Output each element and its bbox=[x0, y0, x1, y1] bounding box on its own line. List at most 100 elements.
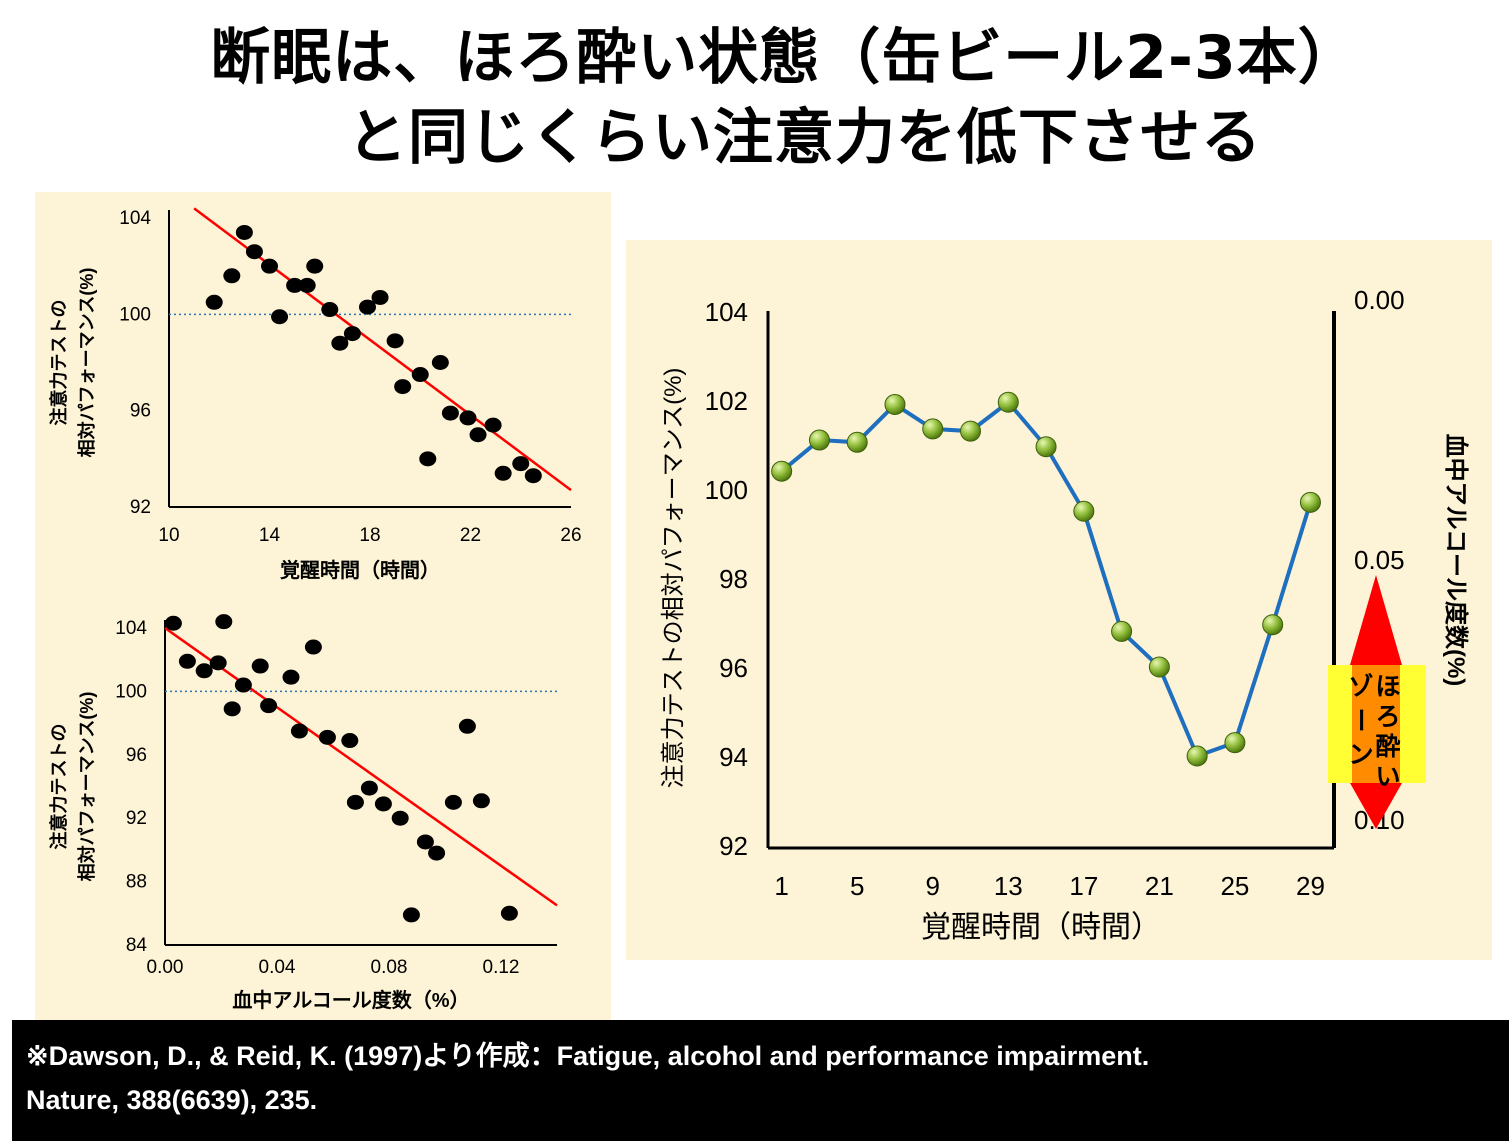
x-tick-label: 21 bbox=[1145, 871, 1174, 901]
y-tick-label: 96 bbox=[126, 745, 147, 766]
data-point bbox=[997, 391, 1019, 413]
x-tick-label: 26 bbox=[560, 525, 581, 546]
data-point bbox=[1035, 436, 1057, 458]
data-point bbox=[500, 905, 518, 921]
data-point bbox=[205, 294, 223, 310]
zone-label-char: ろ bbox=[1375, 703, 1400, 731]
data-point bbox=[360, 780, 378, 796]
data-point bbox=[260, 698, 278, 714]
y-tick-label: 104 bbox=[115, 618, 147, 639]
data-point bbox=[472, 793, 490, 809]
scatter-alcohol-svg: 84 88 92 96 100 104 0.00 0.04 0.08 0.12 血中アルコール度数（… bbox=[48, 614, 558, 1012]
y-tick-label: 96 bbox=[130, 401, 151, 422]
zone-label-char: 酔 bbox=[1375, 733, 1400, 761]
data-point bbox=[371, 289, 389, 305]
data-point bbox=[960, 420, 982, 442]
data-point bbox=[771, 460, 793, 482]
citation-footer: ※Dawson, D., & Reid, K. (1997)より作成：Fatig… bbox=[12, 1020, 1509, 1141]
y-axis-label: 相対パフォーマンス(%) bbox=[76, 692, 97, 882]
x-axis-label: 覚醒時間（時間） bbox=[280, 558, 440, 582]
data-point bbox=[391, 810, 409, 826]
x-tick-label: 1 bbox=[774, 871, 788, 901]
y-axis-label: 注意力テストの bbox=[48, 724, 69, 850]
data-point bbox=[178, 653, 196, 669]
data-point bbox=[444, 794, 462, 810]
y-tick-label: 104 bbox=[705, 297, 748, 327]
zone-label-char: ゾ bbox=[1348, 672, 1373, 701]
x-tick-label: 22 bbox=[460, 525, 481, 546]
scatter-chart-awake-hours: 92 96 100 104 10 14 18 22 26 覚醒時間（時間） 注意力テストの 相対パフォ… bbox=[35, 192, 611, 597]
x-tick-label: 29 bbox=[1296, 871, 1325, 901]
data-point bbox=[1262, 614, 1284, 636]
y-tick-label: 102 bbox=[705, 386, 748, 416]
data-point bbox=[234, 677, 252, 693]
data-point bbox=[428, 845, 446, 861]
tipsy-zone-core bbox=[1352, 665, 1400, 783]
scatter-chart-alcohol: 84 88 92 96 100 104 0.00 0.04 0.08 0.12 血中アルコール度数（… bbox=[35, 597, 611, 1022]
x-tick-label: 0.00 bbox=[147, 957, 184, 978]
arrow-down-icon bbox=[1350, 783, 1402, 829]
data-point bbox=[441, 405, 459, 421]
y-tick-label: 92 bbox=[719, 831, 748, 861]
data-point bbox=[318, 729, 336, 745]
data-point bbox=[374, 796, 392, 812]
y-tick-label: 92 bbox=[130, 497, 151, 518]
data-point bbox=[484, 417, 502, 433]
line-chart-performance: 9294969810010210415913172125290.000.050.… bbox=[626, 240, 1492, 960]
y-tick-label: 88 bbox=[126, 872, 147, 893]
data-point bbox=[346, 794, 364, 810]
data-point bbox=[419, 451, 437, 467]
data-point bbox=[341, 733, 359, 749]
y2-axis-label: 血中アルコール度数(%) bbox=[1442, 434, 1470, 687]
data-point bbox=[1111, 620, 1133, 642]
regression-line bbox=[164, 626, 558, 907]
data-point bbox=[261, 258, 278, 274]
data-point bbox=[209, 655, 227, 671]
data-point bbox=[306, 258, 324, 274]
zone-label-char: ー bbox=[1346, 707, 1374, 732]
y-tick-label: 104 bbox=[119, 208, 151, 229]
data-point bbox=[1073, 500, 1095, 522]
data-point bbox=[458, 718, 476, 734]
y-tick-label: 100 bbox=[115, 681, 147, 702]
x-tick-label: 0.12 bbox=[483, 957, 520, 978]
x-tick-label: 0.04 bbox=[259, 957, 296, 978]
data-point bbox=[304, 639, 322, 655]
data-point bbox=[411, 367, 429, 383]
y-tick-label: 100 bbox=[705, 475, 748, 505]
x-axis-label: 覚醒時間（時間） bbox=[921, 911, 1161, 944]
y-axis-label: 注意力テストの相対パフォーマンス(%) bbox=[660, 368, 687, 789]
y-tick-label: 84 bbox=[126, 935, 148, 956]
data-point bbox=[431, 355, 449, 370]
title-line-1: 断眠は、ほろ酔い状態（缶ビール2-3本） bbox=[210, 23, 1359, 93]
scatter-awake-svg: 92 96 100 104 10 14 18 22 26 覚醒時間（時間） 注意力テストの 相対パフォ… bbox=[48, 207, 582, 582]
arrow-up-icon bbox=[1350, 575, 1402, 665]
y-tick-label: 96 bbox=[719, 653, 748, 683]
x-axis-label: 血中アルコール度数（%） bbox=[232, 988, 469, 1012]
y-axis-label: 注意力テストの bbox=[48, 300, 69, 426]
data-point bbox=[1148, 656, 1170, 678]
y-tick-label: 94 bbox=[719, 742, 748, 772]
data-point bbox=[1299, 491, 1321, 513]
title-line-2: と同じくらい注意力を低下させる bbox=[347, 103, 1262, 173]
data-point bbox=[884, 393, 906, 415]
data-point bbox=[331, 335, 349, 351]
data-point bbox=[343, 326, 361, 342]
x-tick-label: 9 bbox=[926, 871, 940, 901]
zone-label-char: い bbox=[1375, 763, 1400, 791]
data-point bbox=[1224, 732, 1246, 754]
y-tick-label: 92 bbox=[126, 808, 147, 829]
data-point bbox=[394, 379, 412, 395]
x-tick-label: 0.08 bbox=[371, 957, 408, 978]
x-tick-label: 17 bbox=[1069, 871, 1098, 901]
y2-tick-label: 0.05 bbox=[1354, 545, 1405, 575]
data-point bbox=[245, 244, 263, 260]
data-point bbox=[215, 614, 233, 630]
data-point bbox=[402, 907, 420, 923]
data-point bbox=[922, 418, 944, 440]
x-tick-label: 13 bbox=[994, 871, 1023, 901]
citation-line-1: ※Dawson, D., & Reid, K. (1997)より作成：Fatig… bbox=[26, 1041, 1150, 1071]
x-tick-label: 14 bbox=[259, 525, 281, 546]
zone-label-char: ほ bbox=[1375, 673, 1400, 701]
data-point bbox=[290, 723, 308, 739]
